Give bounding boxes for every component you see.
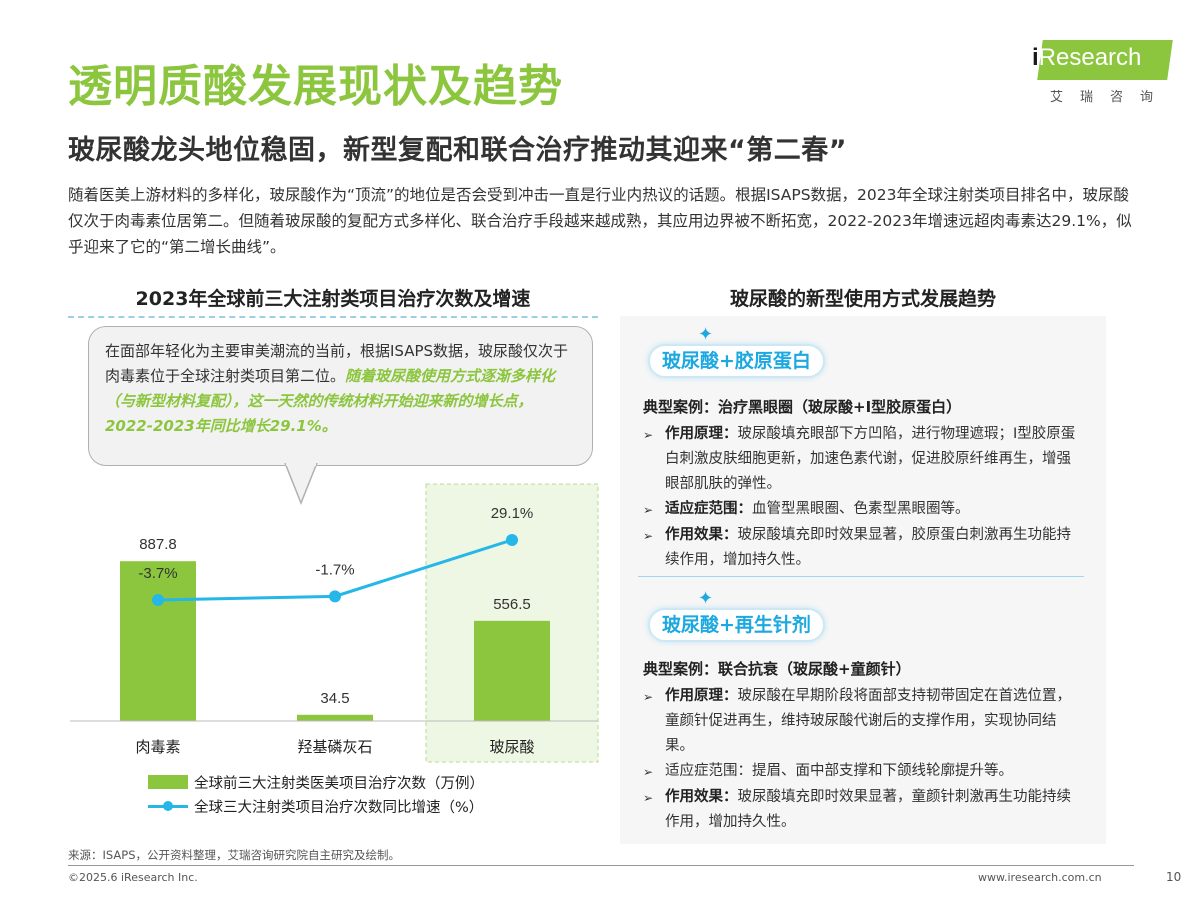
bullet-effect: ➢ 作用效果：玻尿酸填充即时效果显著，胶原蛋白刺激再生功能持续作用，增加持久性。 — [643, 523, 1083, 573]
legend-line-label: 全球三大注射类项目治疗次数同比增速（%） — [194, 799, 484, 816]
website-link[interactable]: www.iresearch.com.cn — [978, 871, 1102, 884]
chart-legend: 全球前三大注射类医美项目治疗次数（万例） 全球三大注射类项目治疗次数同比增速（%… — [148, 770, 484, 818]
chart-callout: 在面部年轻化为主要审美潮流的当前，根据ISAPS数据，玻尿酸仅次于肉毒素位于全球… — [88, 326, 593, 466]
section-divider — [638, 576, 1084, 577]
bullet-list-regenerative: ➢ 作用原理：玻尿酸在早期阶段将面部支持韧带固定在首选位置，童颜针促进再生，维持… — [643, 684, 1083, 835]
bullet-indications: ➢ 适应症范围：提眉、面中部支撑和下颌线轮廓提升等。 — [643, 759, 1083, 785]
chevron-right-icon: ➢ — [643, 765, 654, 779]
growth-point — [329, 590, 341, 603]
sparkle-icon: ✦ — [698, 588, 714, 609]
chevron-right-icon: ➢ — [643, 529, 654, 543]
page-title: 透明质酸发展现状及趋势 — [68, 61, 563, 112]
source-note: 来源：ISAPS，公开资料整理，艾瑞咨询研究院自主研究及绘制。 — [68, 848, 401, 862]
footer-divider — [68, 865, 1134, 866]
legend-item-line: 全球三大注射类项目治疗次数同比增速（%） — [148, 794, 484, 818]
bar-value-label: 34.5 — [320, 690, 349, 707]
legend-item-bars: 全球前三大注射类医美项目治疗次数（万例） — [148, 770, 484, 794]
callout-emphasis: 随着玻尿酸使用方式逐渐多样化（与新型材料复配），这一天然的传统材料开始迎来新的增… — [105, 367, 556, 435]
callout-tail — [284, 463, 318, 505]
chevron-right-icon: ➢ — [643, 428, 654, 442]
chart-title: 2023年全球前三大注射类项目治疗次数及增速 — [135, 288, 531, 310]
chevron-right-icon: ➢ — [643, 690, 654, 704]
legend-bar-label: 全球前三大注射类医美项目治疗次数（万例） — [194, 775, 484, 792]
growth-value-label: -1.7% — [315, 561, 354, 578]
page-number: 10 — [1166, 870, 1182, 884]
sparkle-icon: ✦ — [698, 324, 714, 345]
category-label: 肉毒素 — [135, 738, 180, 756]
iresearch-logo: iResearch 艾瑞咨询 — [1020, 40, 1173, 106]
bar-value-label: 556.5 — [493, 596, 531, 613]
trend-panel — [620, 316, 1106, 844]
growth-point — [152, 594, 164, 606]
bullet-effect: ➢ 作用效果：玻尿酸填充即时效果显著，童颜针刺激再生功能持续作用，增加持久性。 — [643, 785, 1083, 835]
section-pill-regenerative: 玻尿酸+再生针剂 — [648, 608, 825, 642]
logo-wordmark: iResearch — [1032, 44, 1142, 71]
highlight-band — [425, 483, 599, 763]
growth-value-label: -3.7% — [138, 565, 177, 582]
growth-value-label: 29.1% — [491, 505, 534, 522]
bullet-mechanism: ➢ 作用原理：玻尿酸填充眼部下方凹陷，进行物理遮瑕；I型胶原蛋白刺激皮肤细胞更新… — [643, 422, 1083, 497]
bullet-list-collagen: ➢ 作用原理：玻尿酸填充眼部下方凹陷，进行物理遮瑕；I型胶原蛋白刺激皮肤细胞更新… — [643, 422, 1083, 573]
legend-line-swatch — [148, 799, 188, 813]
page-subtitle: 玻尿酸龙头地位稳固，新型复配和联合治疗推动其迎来“第二春” — [68, 135, 847, 166]
intro-paragraph: 随着医美上游材料的多样化，玻尿酸作为“顶流”的地位是否会受到冲击一直是行业内热议… — [68, 186, 1132, 256]
legend-bar-swatch — [148, 775, 188, 789]
section-pill-collagen: 玻尿酸+胶原蛋白 — [648, 344, 825, 378]
case-title-anti-aging: 典型案例：联合抗衰（玻尿酸+童颜针） — [643, 660, 911, 678]
category-label: 玻尿酸 — [489, 738, 534, 756]
copyright: ©2025.6 iResearch Inc. — [68, 871, 198, 884]
bar — [120, 561, 196, 721]
bullet-mechanism: ➢ 作用原理：玻尿酸在早期阶段将面部支持韧带固定在首选位置，童颜针促进再生，维持… — [643, 684, 1083, 759]
case-title-dark-circles: 典型案例：治疗黑眼圈（玻尿酸+I型胶原蛋白） — [643, 398, 962, 416]
callout-text: 在面部年轻化为主要审美潮流的当前，根据ISAPS数据，玻尿酸仅次于肉毒素位于全球… — [105, 342, 569, 385]
growth-line — [157, 538, 513, 602]
category-label: 羟基磷灰石 — [297, 738, 372, 756]
bullet-indications: ➢ 适应症范围：血管型黑眼圈、色素型黑眼圈等。 — [643, 497, 1083, 523]
right-panel-title: 玻尿酸的新型使用方式发展趋势 — [729, 288, 996, 310]
chevron-right-icon: ➢ — [643, 503, 654, 517]
bar-value-label: 887.8 — [139, 536, 177, 553]
chevron-right-icon: ➢ — [643, 791, 654, 805]
logo-chinese-name: 艾瑞咨询 — [1050, 90, 1171, 105]
bar — [297, 714, 373, 721]
chart-title-divider — [68, 316, 598, 318]
bar — [474, 620, 550, 721]
growth-point — [506, 534, 518, 546]
